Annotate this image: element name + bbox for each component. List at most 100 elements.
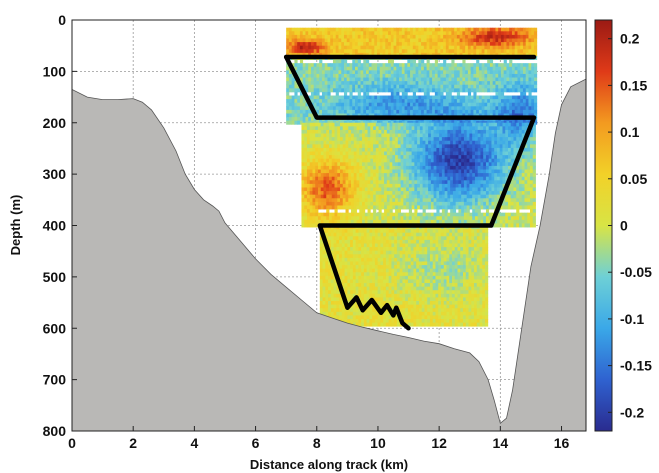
heatmap-cell: [406, 173, 410, 178]
heatmap-cell: [525, 34, 529, 39]
heatmap-cell: [370, 151, 374, 156]
heatmap-cell: [407, 84, 411, 89]
heatmap-cell: [329, 219, 333, 224]
heatmap-cell: [467, 73, 472, 78]
heatmap-cell: [498, 91, 502, 96]
heatmap-cell: [368, 81, 372, 86]
heatmap-cell: [353, 169, 357, 174]
heatmap-cell: [340, 205, 344, 210]
heatmap-cell: [401, 102, 405, 107]
heatmap-cell: [309, 151, 313, 156]
heatmap-cell: [386, 183, 390, 188]
heatmap-cell: [491, 194, 495, 199]
heatmap-cell: [322, 272, 326, 277]
heatmap-cell: [377, 63, 381, 68]
heatmap-cell: [389, 191, 393, 196]
heatmap-cell: [368, 45, 372, 50]
heatmap-cell: [520, 77, 524, 82]
heatmap-cell: [510, 219, 514, 224]
heatmap-cell: [370, 201, 374, 206]
heatmap-cell: [390, 88, 394, 93]
heatmap-cell: [357, 42, 361, 47]
heatmap-cell: [374, 88, 378, 93]
heatmap-cell: [414, 183, 418, 188]
heatmap-cell: [397, 165, 401, 170]
heatmap-cell: [397, 191, 401, 196]
heatmap-cell: [360, 109, 364, 114]
heatmap-cell: [360, 73, 364, 78]
heatmap-cell: [395, 144, 399, 149]
heatmap-cell: [301, 183, 305, 188]
heatmap-cell: [385, 84, 389, 89]
heatmap-cell: [339, 254, 343, 259]
heatmap-cell: [355, 38, 359, 43]
heatmap-cell: [364, 173, 368, 178]
heatmap-cell: [411, 173, 415, 178]
heatmap-cell: [415, 109, 419, 114]
heatmap-cell: [440, 81, 444, 86]
heatmap-cell: [433, 140, 437, 145]
heatmap-cell: [348, 180, 352, 185]
heatmap-cell: [477, 129, 481, 134]
heatmap-cell: [399, 106, 403, 111]
heatmap-cell: [436, 147, 440, 152]
heatmap-cell: [348, 133, 352, 138]
heatmap-cell: [418, 106, 422, 111]
heatmap-cell: [481, 84, 485, 89]
heatmap-cell: [393, 84, 397, 89]
heatmap-cell: [384, 126, 388, 131]
heatmap-cell: [364, 176, 368, 181]
heatmap-cell: [426, 66, 430, 71]
heatmap-cell: [421, 95, 425, 100]
heatmap-cell: [414, 129, 418, 134]
heatmap-cell: [530, 180, 534, 185]
heatmap-cell: [373, 191, 377, 196]
heatmap-cell: [467, 106, 472, 111]
heatmap-cell: [395, 158, 399, 163]
heatmap-cell: [459, 84, 463, 89]
heatmap-cell: [389, 212, 393, 217]
heatmap-cell: [520, 34, 524, 39]
heatmap-cell: [483, 129, 487, 134]
heatmap-cell: [388, 34, 392, 39]
heatmap-cell: [422, 173, 426, 178]
heatmap-cell: [389, 194, 393, 199]
heatmap-cell: [462, 42, 466, 47]
heatmap-cell: [505, 219, 509, 224]
heatmap-cell: [522, 63, 527, 68]
heatmap-cell: [531, 49, 535, 54]
heatmap-cell: [301, 216, 305, 221]
heatmap-cell: [315, 183, 319, 188]
heatmap-cell: [319, 239, 323, 244]
heatmap-cell: [356, 158, 360, 163]
heatmap-cell: [308, 34, 312, 39]
heatmap-cell: [480, 140, 484, 145]
heatmap-cell: [467, 109, 472, 114]
heatmap-cell: [397, 126, 401, 131]
heatmap-cell: [364, 151, 368, 156]
heatmap-cell: [425, 144, 429, 149]
heatmap-cell: [441, 183, 446, 188]
heatmap-cell: [495, 38, 499, 43]
heatmap-cell: [297, 70, 301, 75]
heatmap-cell: [474, 122, 479, 127]
heatmap-cell: [511, 49, 516, 54]
heatmap-cell: [320, 191, 324, 196]
heatmap-cell: [337, 201, 341, 206]
heatmap-cell: [355, 73, 359, 78]
heatmap-cell: [499, 180, 503, 185]
heatmap-cell: [302, 120, 306, 125]
heatmap-cell: [373, 129, 377, 134]
heatmap-cell: [374, 120, 378, 125]
heatmap-cell: [386, 129, 390, 134]
heatmap-cell: [518, 201, 523, 206]
heatmap-cell: [294, 38, 298, 43]
heatmap-cell: [483, 155, 487, 160]
heatmap-cell: [386, 173, 390, 178]
heatmap-cell: [525, 31, 529, 36]
heatmap-cell: [305, 49, 309, 54]
heatmap-cell: [305, 66, 309, 71]
heatmap-cell: [513, 140, 517, 145]
heatmap-cell: [375, 180, 379, 185]
heatmap-cell: [362, 183, 366, 188]
